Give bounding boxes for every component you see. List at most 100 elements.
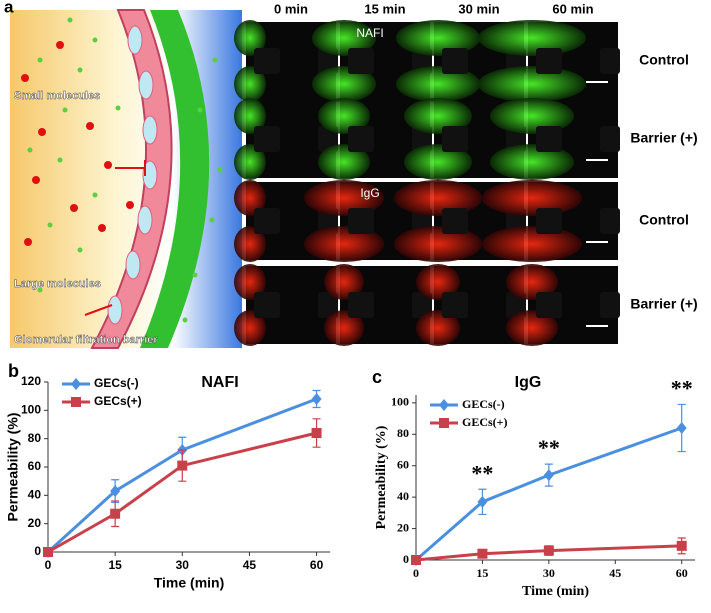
fluorescence bbox=[304, 226, 384, 262]
marker bbox=[311, 393, 322, 405]
channel bbox=[254, 208, 280, 234]
fluorescence bbox=[490, 98, 574, 134]
marker bbox=[543, 545, 554, 556]
x-tick-label: 30 bbox=[176, 558, 190, 572]
fluorescence bbox=[318, 98, 370, 134]
row-label: Control bbox=[639, 52, 689, 68]
fluorescence bbox=[234, 66, 266, 102]
fluorescence bbox=[234, 144, 266, 180]
channel bbox=[600, 48, 620, 74]
channel bbox=[254, 292, 280, 318]
x-axis-label: Time (min) bbox=[522, 584, 589, 599]
marker bbox=[676, 422, 687, 434]
fluorescence bbox=[404, 144, 472, 180]
channel bbox=[600, 126, 620, 152]
fluorescence bbox=[324, 264, 364, 300]
legend-marker bbox=[71, 397, 81, 407]
fluorescence bbox=[234, 98, 266, 134]
x-tick-label: 45 bbox=[243, 558, 257, 572]
channel bbox=[442, 208, 468, 234]
marker bbox=[676, 540, 687, 551]
x-tick-label: 0 bbox=[413, 566, 419, 580]
y-axis-label: Permeability (%) bbox=[5, 413, 21, 522]
legend-label: GECs(-) bbox=[94, 376, 139, 390]
channel bbox=[442, 48, 468, 74]
fluorescence bbox=[234, 20, 266, 56]
line bbox=[47, 431, 317, 554]
fluorescence bbox=[416, 310, 460, 346]
x-tick-label: 30 bbox=[543, 566, 555, 580]
y-tick-label: 0 bbox=[403, 552, 409, 566]
row-label: Barrier (+) bbox=[630, 296, 697, 312]
row-label: Control bbox=[639, 212, 689, 228]
channel bbox=[536, 208, 562, 234]
legend-marker bbox=[71, 378, 81, 390]
fluorescence bbox=[396, 66, 480, 102]
x-tick-label: 60 bbox=[310, 558, 324, 572]
diagram-label: Small molecules bbox=[14, 90, 100, 102]
diagram-label: Large molecules bbox=[14, 278, 101, 290]
fluorescence bbox=[506, 310, 558, 346]
channel bbox=[506, 292, 526, 318]
marker bbox=[110, 508, 121, 519]
y-tick-label: 40 bbox=[397, 489, 409, 503]
y-axis-label: Permeability (%) bbox=[374, 425, 389, 529]
time-header: 15 min bbox=[364, 1, 405, 16]
line bbox=[415, 426, 683, 562]
channel bbox=[536, 126, 562, 152]
diagram: a Small molecules Large molecules Glomer… bbox=[4, 0, 242, 349]
fluorescence bbox=[312, 20, 376, 56]
image-grid: 0 min 15 min 30 min 60 min Control Barrier (+… bbox=[234, 1, 698, 346]
annotation: ** bbox=[471, 460, 493, 485]
fluorescence bbox=[506, 264, 558, 300]
time-header: 60 min bbox=[552, 1, 593, 16]
x-tick-label: 15 bbox=[108, 558, 122, 572]
marker bbox=[477, 548, 488, 559]
x-tick-label: 60 bbox=[676, 566, 688, 580]
legend-label: GECs(-) bbox=[462, 397, 505, 411]
marker bbox=[477, 495, 488, 508]
fluorescence bbox=[478, 20, 586, 56]
diagram-label: Glomerular filtration barrier bbox=[14, 334, 158, 346]
fluorescence bbox=[304, 180, 384, 216]
y-tick-label: 80 bbox=[397, 426, 409, 440]
marker bbox=[411, 555, 421, 565]
y-tick-label: 100 bbox=[21, 403, 41, 417]
fluorescence bbox=[404, 98, 472, 134]
channel bbox=[348, 208, 374, 234]
x-tick-label: 15 bbox=[476, 566, 488, 580]
time-header: 0 min bbox=[274, 1, 308, 16]
row-tag: IgG bbox=[360, 186, 379, 200]
fluorescence bbox=[318, 144, 370, 180]
x-tick-label: 45 bbox=[609, 566, 621, 580]
channel bbox=[600, 292, 620, 318]
channel bbox=[318, 292, 338, 318]
panel-label: a bbox=[4, 0, 14, 16]
charts: 0 20 40 60 80 100 120 0 15 30 45 60 Time (min) Permea… bbox=[5, 361, 695, 599]
x-tick-label: 0 bbox=[45, 558, 52, 572]
fluorescence bbox=[482, 180, 582, 216]
channel bbox=[348, 126, 374, 152]
y-tick-label: 80 bbox=[28, 431, 42, 445]
marker bbox=[543, 469, 554, 482]
channel bbox=[254, 48, 280, 74]
fluorescence bbox=[482, 226, 582, 262]
fluorescence bbox=[234, 180, 266, 216]
chart-title: NAFI bbox=[201, 374, 238, 391]
panel-label: b bbox=[8, 361, 19, 381]
fluorescence bbox=[416, 264, 460, 300]
marker bbox=[311, 428, 322, 438]
y-tick-label: 100 bbox=[391, 395, 409, 409]
y-tick-label: 20 bbox=[28, 516, 42, 530]
fluorescence bbox=[394, 226, 482, 262]
row-label: Barrier (+) bbox=[630, 130, 697, 146]
fluorescence bbox=[234, 310, 266, 346]
chart: 0 20 40 60 80 100 0 15 30 45 60 Time (min) Permeabil… bbox=[372, 367, 695, 599]
channel bbox=[348, 292, 374, 318]
y-tick-label: 20 bbox=[397, 520, 409, 534]
y-tick-label: 40 bbox=[28, 488, 42, 502]
panel-label: c bbox=[372, 367, 382, 387]
marker bbox=[110, 485, 121, 498]
channel bbox=[348, 48, 374, 74]
